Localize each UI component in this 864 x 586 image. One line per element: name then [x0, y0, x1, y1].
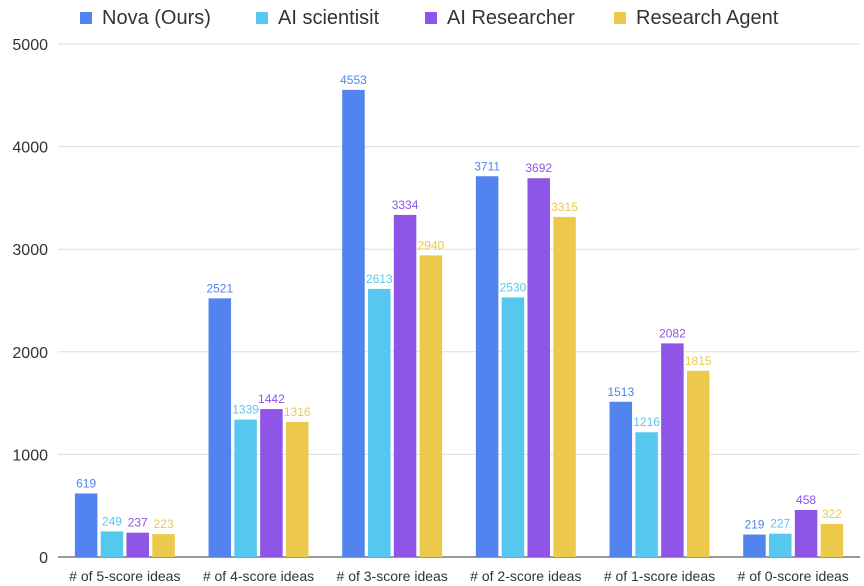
data-label-ai-researcher-of-3-score-ideas: 3334	[392, 198, 419, 212]
legend-swatch-nova	[80, 12, 92, 24]
bar-research-agent-of-0-score-ideas	[820, 523, 844, 557]
data-label-ai-researcher-of-2-score-ideas: 3692	[525, 161, 552, 175]
y-tick-label-5000: 5000	[12, 37, 48, 54]
x-tick-label-of-2-score-ideas: # of 2-score ideas	[470, 568, 581, 584]
x-tick-label-of-3-score-ideas: # of 3-score ideas	[337, 568, 448, 584]
data-label-nova-ours-of-4-score-ideas: 2521	[206, 281, 233, 295]
bar-ai-scientisit-of-2-score-ideas	[501, 297, 525, 557]
bar-ai-scientisit-of-1-score-ideas	[635, 432, 658, 557]
y-tick-label-0: 0	[39, 550, 48, 567]
legend-label-ai-scientisit: AI scientisit	[278, 6, 380, 29]
y-tick-label-3000: 3000	[12, 242, 48, 259]
data-label-ai-researcher-of-1-score-ideas: 2082	[659, 326, 686, 340]
data-label-research-agent-of-5-score-ideas: 223	[154, 517, 174, 531]
bar-ai-researcher-of-5-score-ideas	[126, 532, 149, 557]
legend-label-research-agent: Research Agent	[636, 6, 779, 29]
bar-nova-ours-of-4-score-ideas	[208, 298, 232, 557]
bar-research-agent-of-3-score-ideas	[419, 255, 443, 557]
data-label-ai-scientisit-of-3-score-ideas: 2613	[366, 272, 393, 286]
data-label-research-agent-of-1-score-ideas: 1815	[685, 354, 712, 368]
bar-ai-researcher-of-0-score-ideas	[794, 510, 818, 557]
bar-ai-scientisit-of-3-score-ideas	[368, 288, 391, 557]
legend-item-nova: Nova (Ours)	[80, 4, 211, 32]
legend-item-research-agent: Research Agent	[614, 4, 778, 32]
y-tick-label-1000: 1000	[12, 447, 48, 464]
data-label-nova-ours-of-5-score-ideas: 619	[76, 476, 96, 490]
data-label-ai-scientisit-of-4-score-ideas: 1339	[232, 403, 259, 417]
legend-label-ai-researcher: AI Researcher	[447, 6, 575, 29]
y-tick-label-2000: 2000	[12, 345, 48, 362]
data-label-research-agent-of-4-score-ideas: 1316	[284, 405, 311, 419]
data-label-ai-researcher-of-0-score-ideas: 458	[796, 493, 816, 507]
data-label-ai-scientisit-of-5-score-ideas: 249	[102, 514, 122, 528]
data-label-research-agent-of-3-score-ideas: 2940	[418, 238, 445, 252]
bar-nova-ours-of-0-score-ideas	[743, 534, 766, 557]
bar-research-agent-of-2-score-ideas	[553, 216, 576, 558]
y-tick-label-4000: 4000	[12, 140, 48, 157]
bar-nova-ours-of-1-score-ideas	[609, 401, 633, 557]
data-label-ai-scientisit-of-1-score-ideas: 1216	[633, 415, 660, 429]
x-tick-label-of-0-score-ideas: # of 0-score ideas	[738, 568, 849, 584]
data-label-ai-researcher-of-4-score-ideas: 1442	[258, 392, 285, 406]
bar-ai-scientisit-of-0-score-ideas	[769, 533, 792, 557]
legend-swatch-research-agent	[614, 12, 626, 24]
x-tick-label-of-5-score-ideas: # of 5-score ideas	[69, 568, 180, 584]
data-label-ai-scientisit-of-2-score-ideas: 2530	[500, 280, 527, 294]
data-label-nova-ours-of-1-score-ideas: 1513	[607, 385, 634, 399]
bar-research-agent-of-4-score-ideas	[285, 421, 309, 557]
legend: Nova (Ours) AI scientisit AI Researcher …	[0, 4, 864, 32]
data-label-nova-ours-of-2-score-ideas: 3711	[474, 159, 500, 173]
data-label-nova-ours-of-0-score-ideas: 219	[744, 518, 764, 532]
bar-ai-researcher-of-1-score-ideas	[661, 343, 684, 557]
bar-ai-researcher-of-4-score-ideas	[260, 409, 283, 557]
legend-item-ai-researcher: AI Researcher	[425, 4, 575, 32]
data-label-ai-scientisit-of-0-score-ideas: 227	[770, 517, 790, 531]
bar-ai-researcher-of-2-score-ideas	[527, 178, 550, 557]
data-label-nova-ours-of-3-score-ideas: 4553	[340, 73, 367, 87]
bar-research-agent-of-1-score-ideas	[686, 370, 710, 557]
x-tick-label-of-4-score-ideas: # of 4-score ideas	[203, 568, 314, 584]
bar-ai-scientisit-of-5-score-ideas	[100, 531, 124, 557]
legend-swatch-ai-scientisit	[256, 12, 268, 24]
bar-research-agent-of-5-score-ideas	[152, 534, 175, 557]
legend-item-ai-scientisit: AI scientisit	[256, 4, 379, 32]
x-tick-label-of-1-score-ideas: # of 1-score ideas	[604, 568, 715, 584]
legend-swatch-ai-researcher	[425, 12, 437, 24]
bar-ai-researcher-of-3-score-ideas	[393, 214, 417, 558]
data-label-research-agent-of-0-score-ideas: 322	[822, 507, 842, 521]
data-label-research-agent-of-2-score-ideas: 3315	[551, 200, 578, 214]
legend-label-nova: Nova (Ours)	[102, 6, 211, 29]
bar-nova-ours-of-3-score-ideas	[342, 89, 365, 558]
bar-nova-ours-of-5-score-ideas	[74, 493, 98, 557]
bar-nova-ours-of-2-score-ideas	[475, 176, 499, 557]
data-label-ai-researcher-of-5-score-ideas: 237	[128, 516, 148, 530]
bar-ai-scientisit-of-4-score-ideas	[234, 419, 257, 557]
